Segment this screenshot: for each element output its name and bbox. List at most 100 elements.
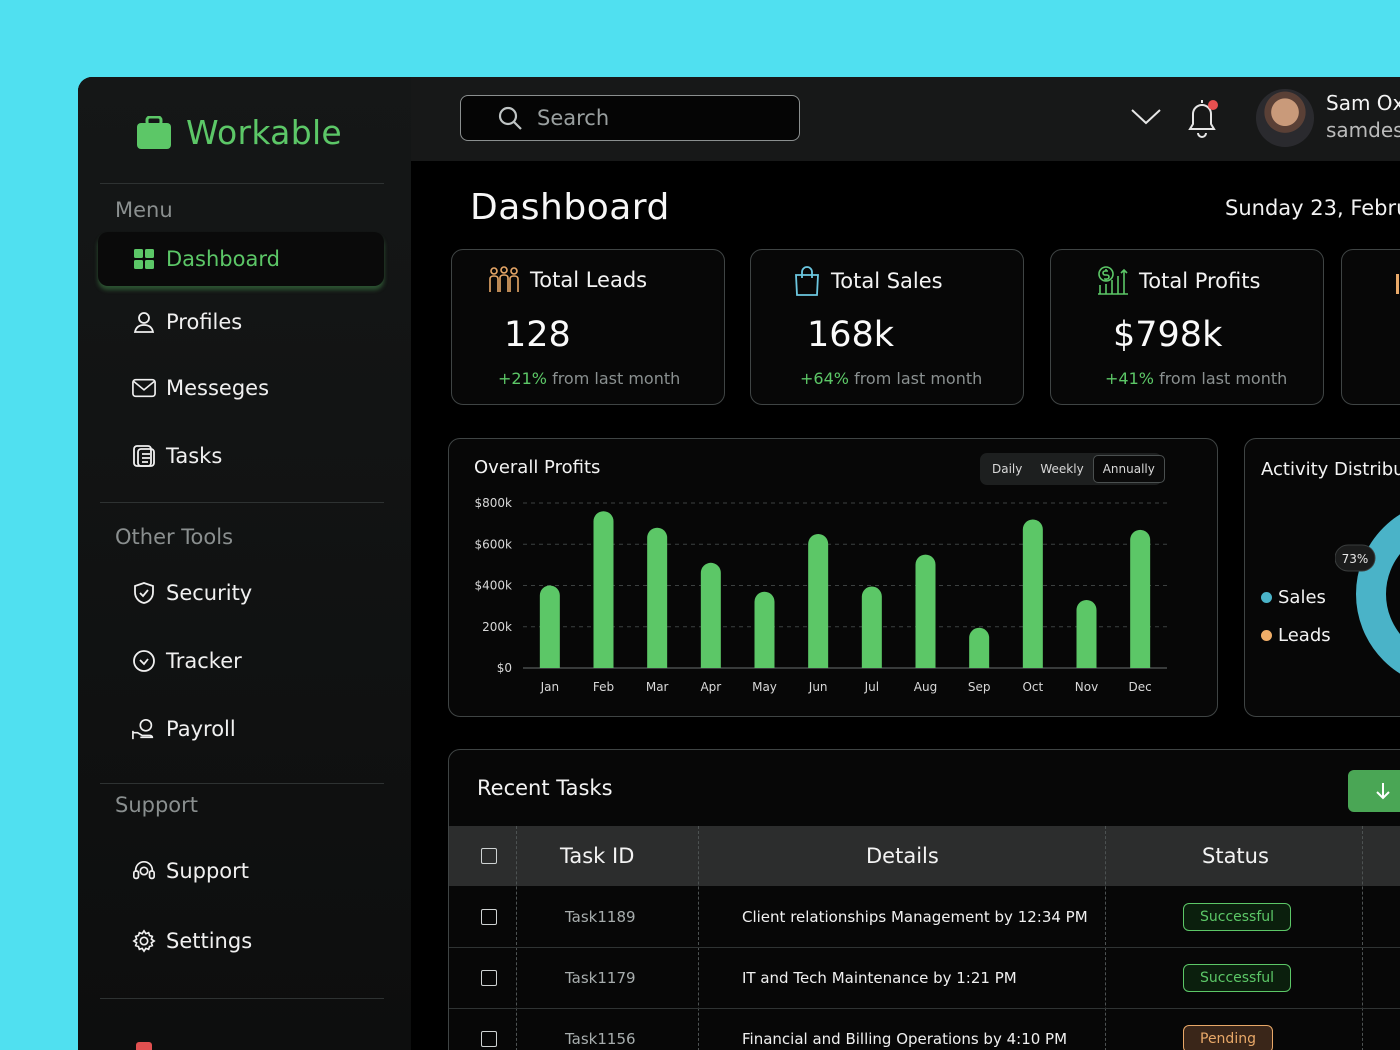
stat-change-pct: +41%	[1105, 369, 1154, 388]
sidebar-item-security[interactable]: Security	[98, 566, 384, 620]
sidebar-item-support[interactable]: Support	[98, 844, 384, 898]
bar[interactable]	[754, 591, 775, 668]
page-date: Sunday 23, February 2025	[1225, 196, 1400, 220]
app-window: Workable Menu Dashboard Profiles Messege…	[78, 77, 1400, 1050]
bar[interactable]	[1130, 529, 1151, 668]
bar[interactable]	[915, 554, 936, 668]
app-name: Workable	[186, 113, 343, 152]
sidebar-item-tasks[interactable]: Tasks	[98, 429, 384, 483]
download-button[interactable]	[1348, 770, 1400, 812]
table-row[interactable]: Task1156 Financial and Billing Operation…	[449, 1008, 1400, 1050]
bar[interactable]	[1076, 599, 1097, 668]
legend-label: Sales	[1278, 587, 1326, 608]
partial-icon	[1396, 274, 1399, 294]
section-title-support: Support	[115, 793, 199, 817]
stat-change: +21% from last month	[498, 369, 680, 388]
sidebar-item-tracker[interactable]: Tracker	[98, 634, 384, 688]
sidebar: Workable Menu Dashboard Profiles Messege…	[78, 77, 411, 1050]
status-cell: Successful	[1183, 947, 1292, 1008]
tasks-icon	[132, 444, 156, 468]
user-name: Sam Oxford	[1326, 91, 1400, 115]
stat-card-partial[interactable]	[1341, 249, 1400, 405]
task-details: Client relationships Management by 12:34…	[742, 907, 1088, 926]
select-all-checkbox[interactable]	[481, 848, 497, 864]
sidebar-item-dashboard[interactable]: Dashboard	[98, 232, 384, 286]
column-divider	[516, 826, 517, 1050]
chevron-down-icon[interactable]	[1130, 107, 1162, 127]
recent-tasks-panel: Recent Tasks Task ID Details Status Task…	[448, 749, 1400, 1050]
payroll-icon	[132, 717, 156, 741]
sidebar-item-label: Tasks	[166, 444, 223, 468]
profits-chart-panel: Overall Profits Daily Weekly Annually $0…	[448, 438, 1218, 717]
task-id: Task1179	[565, 968, 636, 987]
stat-value: 128	[504, 315, 571, 355]
x-tick-label: Aug	[914, 680, 937, 694]
headset-icon	[132, 859, 156, 883]
row-checkbox[interactable]	[481, 1030, 497, 1047]
divider	[100, 783, 384, 784]
chart-title: Overall Profits	[474, 457, 601, 478]
stat-card-profits[interactable]: Total Profits $798k +41% from last month	[1050, 249, 1324, 405]
col-status[interactable]: Status	[1202, 844, 1269, 868]
x-tick-label: Jun	[808, 680, 828, 694]
page-title: Dashboard	[470, 187, 670, 228]
search-box[interactable]	[460, 95, 800, 141]
stat-label: Total Profits	[1139, 269, 1261, 293]
clock-icon	[132, 649, 156, 673]
shield-icon	[132, 581, 156, 605]
activity-title: Activity Distribution	[1261, 459, 1400, 480]
period-daily[interactable]: Daily	[992, 462, 1023, 476]
bar[interactable]	[539, 585, 560, 669]
sidebar-item-messages[interactable]: Messeges	[98, 361, 384, 415]
bar[interactable]	[647, 527, 668, 668]
x-tick-label: Feb	[593, 680, 614, 694]
period-annually[interactable]: Annually	[1092, 455, 1165, 483]
stat-change-suffix: from last month	[552, 369, 681, 388]
sidebar-item-label: Dashboard	[166, 247, 280, 271]
row-checkbox[interactable]	[481, 908, 497, 925]
y-tick-label: $600k	[475, 537, 513, 551]
sidebar-item-label: Profiles	[166, 310, 243, 334]
stat-change-pct: +64%	[800, 369, 849, 388]
period-weekly[interactable]: Weekly	[1040, 462, 1084, 476]
legend-dot	[1261, 592, 1272, 603]
table-header: Task ID Details Status	[449, 826, 1400, 886]
x-tick-label: Jan	[540, 680, 560, 694]
bar[interactable]	[593, 511, 614, 668]
bar[interactable]	[861, 586, 882, 668]
x-tick-label: May	[752, 680, 777, 694]
col-details[interactable]: Details	[866, 844, 939, 868]
sidebar-item-profiles[interactable]: Profiles	[98, 295, 384, 349]
logo[interactable]: Workable	[136, 113, 342, 152]
sidebar-item-payroll[interactable]: Payroll	[98, 702, 384, 756]
sidebar-item-label: Payroll	[166, 717, 236, 741]
column-divider	[1105, 826, 1106, 1050]
status-cell: Successful	[1183, 886, 1292, 947]
activity-panel: Activity Distribution Sales Leads 73%	[1244, 438, 1400, 717]
mail-icon	[132, 376, 156, 400]
bar[interactable]	[969, 627, 990, 668]
bar[interactable]	[1022, 519, 1043, 669]
people-icon	[489, 266, 519, 292]
task-id: Task1189	[565, 907, 636, 926]
stat-card-leads[interactable]: Total Leads 128 +21% from last month	[451, 249, 725, 405]
x-tick-label: Dec	[1129, 680, 1152, 694]
row-select-cell	[481, 1008, 497, 1050]
table-row[interactable]: Task1189 Client relationships Management…	[449, 886, 1400, 948]
bar[interactable]	[700, 562, 721, 668]
stat-card-sales[interactable]: Total Sales 168k +64% from last month	[750, 249, 1024, 405]
search-input[interactable]	[535, 105, 779, 131]
col-task-id[interactable]: Task ID	[560, 844, 635, 868]
bell-icon[interactable]	[1184, 97, 1220, 141]
sidebar-item-settings[interactable]: Settings	[98, 914, 384, 968]
bar[interactable]	[808, 533, 829, 668]
stat-value: $798k	[1113, 315, 1223, 355]
status-badge: Successful	[1183, 902, 1292, 931]
avatar[interactable]	[1256, 89, 1314, 147]
x-tick-label: Oct	[1022, 680, 1043, 694]
row-checkbox[interactable]	[481, 969, 497, 986]
logout-icon[interactable]	[136, 1042, 152, 1050]
table-row[interactable]: Task1179 IT and Tech Maintenance by 1:21…	[449, 947, 1400, 1009]
sidebar-item-label: Security	[166, 581, 253, 605]
period-selector: Daily Weekly Annually	[980, 453, 1165, 485]
